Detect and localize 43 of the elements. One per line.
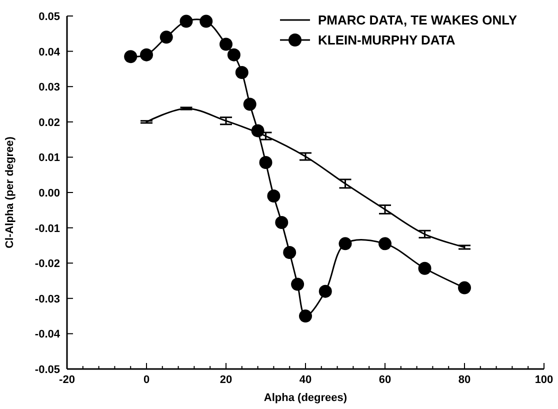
point (140, 48, 153, 62)
point (283, 246, 296, 260)
point (299, 310, 312, 323)
x-tick-label: -20 (59, 374, 75, 386)
point (227, 48, 240, 62)
point (124, 50, 138, 64)
point (251, 124, 264, 138)
y-tick-label: -0.03 (34, 293, 60, 306)
legend-label: PMARC DATA, TE WAKES ONLY (318, 12, 518, 28)
point (275, 216, 288, 230)
point (458, 281, 471, 294)
y-tick-label: -0.04 (34, 328, 61, 341)
y-tick-label: 0.04 (38, 46, 61, 58)
y-tick-label: -0.01 (34, 222, 60, 235)
point (291, 278, 304, 291)
x-axis-title: Alpha (degrees) (264, 392, 348, 404)
y-tick-label: -0.05 (34, 364, 60, 376)
point (160, 30, 173, 44)
legend-label: KLEIN-MURPHY DATA (318, 32, 456, 48)
y-tick-label: -0.02 (34, 258, 60, 270)
x-tick-label: 0 (143, 374, 150, 386)
y-tick-label: 0.03 (38, 82, 60, 94)
point (220, 38, 232, 51)
x-tick-label: 100 (534, 374, 554, 386)
y-axis-title: Cl-Alpha (per degree) (4, 136, 16, 248)
point (235, 66, 248, 79)
x-tick-label: 60 (378, 374, 392, 386)
x-tick-label: 40 (299, 374, 312, 386)
point (267, 190, 280, 203)
y-tick-label: 0.05 (38, 11, 60, 23)
x-tick-label: 80 (458, 374, 471, 386)
point (338, 237, 352, 250)
point (180, 14, 193, 28)
point (418, 262, 432, 275)
point (378, 237, 392, 250)
point (243, 98, 256, 111)
point (200, 14, 213, 28)
y-tick-label: 0.02 (38, 116, 60, 129)
x-tick-label: 20 (220, 374, 232, 386)
y-tick-label: 0.01 (38, 152, 60, 164)
point (318, 284, 332, 298)
point (259, 156, 272, 169)
y-tick-label: 0.00 (38, 188, 60, 200)
